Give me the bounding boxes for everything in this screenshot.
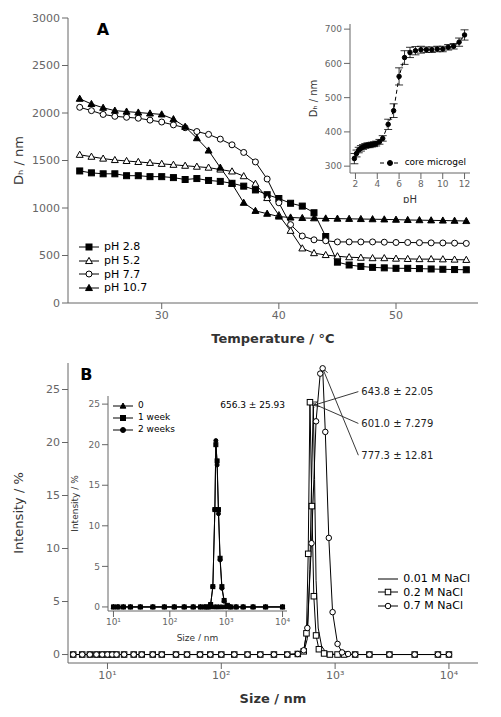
svg-text:643.8 ± 22.05: 643.8 ± 22.05 <box>361 386 433 397</box>
svg-text:10¹: 10¹ <box>98 669 116 682</box>
html-text:0.2 M NaCl: 0.2 M NaCl <box>403 585 463 599</box>
svg-text:0: 0 <box>53 297 60 310</box>
html-text:A: A <box>96 20 110 39</box>
html-text:B: B <box>80 365 93 384</box>
svg-text:Size / nm: Size / nm <box>240 691 307 706</box>
svg-text:30: 30 <box>155 309 169 322</box>
svg-text:0: 0 <box>94 602 100 612</box>
svg-text:400: 400 <box>325 127 342 137</box>
svg-text:Dₕ / nm: Dₕ / nm <box>11 136 26 185</box>
html-text:0.7 M NaCl: 0.7 M NaCl <box>403 599 463 613</box>
svg-text:8: 8 <box>418 179 424 189</box>
svg-text:600: 600 <box>325 59 342 69</box>
svg-text:10⁴: 10⁴ <box>440 669 459 682</box>
svg-text:601.0 ± 7.279: 601.0 ± 7.279 <box>361 418 433 429</box>
svg-text:2000: 2000 <box>32 107 60 120</box>
svg-text:Intensity / %: Intensity / % <box>11 472 26 554</box>
svg-text:5: 5 <box>53 595 60 608</box>
svg-text:3000: 3000 <box>32 12 60 25</box>
html-text:0: 0 <box>138 400 144 411</box>
svg-text:25: 25 <box>89 399 100 409</box>
html-text:core microgel: core microgel <box>404 157 466 168</box>
svg-text:4: 4 <box>374 179 380 189</box>
svg-text:15: 15 <box>46 489 60 502</box>
svg-text:5: 5 <box>94 562 100 572</box>
svg-text:10: 10 <box>46 542 60 555</box>
svg-text:0: 0 <box>53 648 60 661</box>
svg-text:15: 15 <box>89 480 100 490</box>
svg-text:Size / nm: Size / nm <box>177 633 219 641</box>
svg-text:50: 50 <box>389 309 403 322</box>
svg-text:6: 6 <box>396 179 402 189</box>
html-text:pH 2.8: pH 2.8 <box>104 240 141 253</box>
html-text:656.3 ± 25.93: 656.3 ± 25.93 <box>220 400 285 410</box>
html-text:pH 7.7: pH 7.7 <box>104 267 141 281</box>
svg-text:12: 12 <box>459 179 470 189</box>
svg-text:500: 500 <box>39 249 60 262</box>
svg-text:10⁴: 10⁴ <box>275 617 290 627</box>
svg-text:Intensity / %: Intensity / % <box>70 475 80 532</box>
svg-text:Dₕ / nm: Dₕ / nm <box>308 80 319 118</box>
html-text:0.01 M NaCl: 0.01 M NaCl <box>403 571 470 585</box>
svg-text:25: 25 <box>46 383 60 396</box>
svg-text:1000: 1000 <box>32 202 60 215</box>
svg-text:Temperature / °C: Temperature / °C <box>211 331 334 346</box>
html-text:2 weeks: 2 weeks <box>138 424 175 435</box>
svg-text:10³: 10³ <box>219 617 234 627</box>
svg-text:10²: 10² <box>212 669 230 682</box>
svg-text:2500: 2500 <box>32 59 60 72</box>
svg-text:pH: pH <box>403 194 417 203</box>
svg-text:10²: 10² <box>162 617 177 627</box>
svg-text:20: 20 <box>89 440 101 450</box>
svg-text:1500: 1500 <box>32 154 60 167</box>
svg-text:500: 500 <box>325 93 342 103</box>
svg-text:10: 10 <box>437 179 449 189</box>
html-text:1 week: 1 week <box>138 412 171 423</box>
svg-text:2: 2 <box>353 179 359 189</box>
svg-text:300: 300 <box>325 161 342 171</box>
svg-text:10³: 10³ <box>326 669 344 682</box>
svg-text:10¹: 10¹ <box>106 617 121 627</box>
html-text:pH 5.2: pH 5.2 <box>104 253 141 267</box>
svg-text:20: 20 <box>46 436 60 449</box>
svg-text:10: 10 <box>89 521 101 531</box>
html-text:pH 10.7: pH 10.7 <box>104 281 148 295</box>
svg-text:700: 700 <box>325 24 342 34</box>
svg-text:40: 40 <box>272 309 286 322</box>
svg-text:777.3 ± 12.81: 777.3 ± 12.81 <box>361 450 433 461</box>
